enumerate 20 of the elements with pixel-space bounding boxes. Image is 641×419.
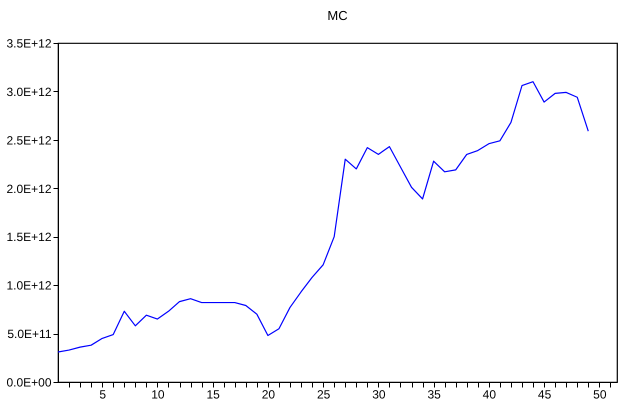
x-tick-label: 35 xyxy=(427,388,442,402)
x-tick-label: 45 xyxy=(538,388,552,402)
x-tick-label: 25 xyxy=(316,388,331,402)
y-tick-label: 3.5E+12 xyxy=(6,36,52,50)
y-tick-label: 2.5E+12 xyxy=(6,133,52,148)
y-tick-label: 0.0E+00 xyxy=(6,376,52,390)
y-tick-label: 3.0E+12 xyxy=(6,84,52,99)
y-tick-label: 1.0E+12 xyxy=(6,278,52,293)
x-tick-label: 40 xyxy=(482,388,496,402)
line-series xyxy=(58,81,589,353)
y-tick-label: 5.0E+11 xyxy=(7,327,52,342)
x-tick-label: 10 xyxy=(151,388,165,402)
y-tick-label: 1.5E+12 xyxy=(6,230,52,244)
x-tick-label: 5 xyxy=(99,388,106,402)
x-tick-label: 15 xyxy=(206,388,220,402)
x-tick-label: 50 xyxy=(593,388,607,402)
x-tick-label: 20 xyxy=(262,388,276,402)
x-tick-label: 30 xyxy=(372,388,386,402)
y-tick-label: 2.0E+12 xyxy=(6,182,52,196)
chart-title: MC xyxy=(327,8,348,23)
